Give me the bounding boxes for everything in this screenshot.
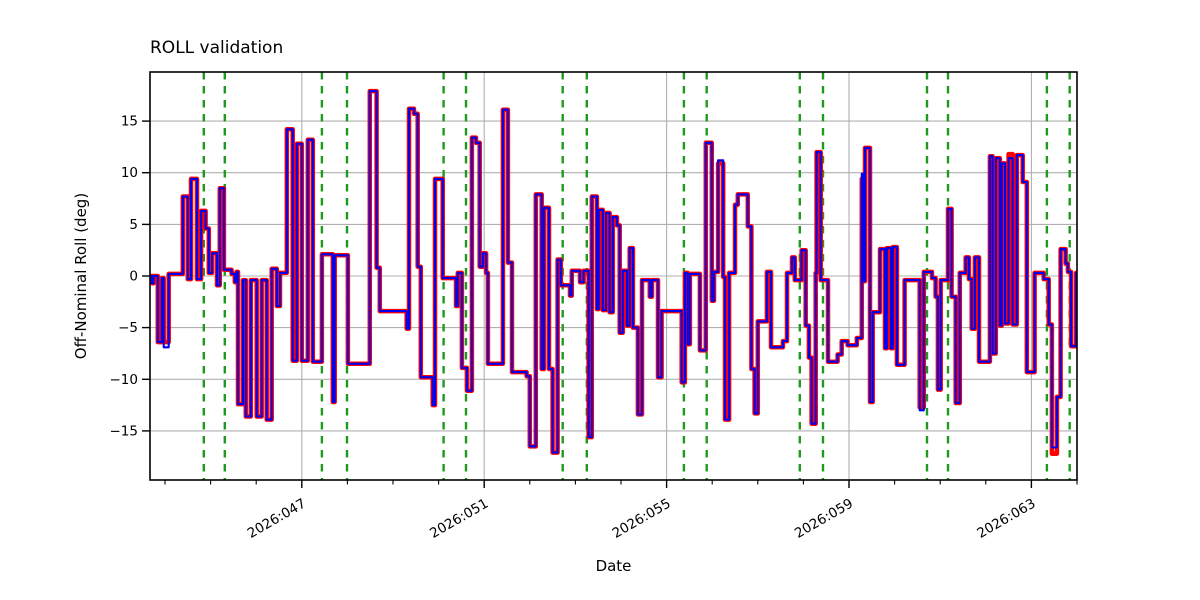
x-tick-label: 2026:059 (792, 496, 856, 542)
x-axis-label: Date (595, 557, 632, 575)
chart-title: ROLL validation (150, 38, 284, 58)
y-tick-label: 0 (129, 269, 138, 285)
y-tick-label: 15 (121, 114, 138, 130)
x-tick-label: 2026:047 (245, 496, 309, 542)
y-tick-label: 10 (121, 165, 138, 181)
blue-series-path (150, 90, 1077, 454)
y-tick-label: −10 (110, 372, 139, 388)
x-tick-label: 2026:055 (610, 496, 674, 542)
x-tick-label: 2026:051 (427, 496, 491, 542)
plot-area (150, 88, 1077, 456)
y-tick-label: −15 (110, 423, 139, 439)
x-tick-label: 2026:063 (974, 496, 1038, 542)
y-axis-label: Off-Nominal Roll (deg) (72, 192, 90, 360)
y-tick-label: −5 (118, 320, 138, 336)
y-tick-label: 5 (129, 217, 138, 233)
